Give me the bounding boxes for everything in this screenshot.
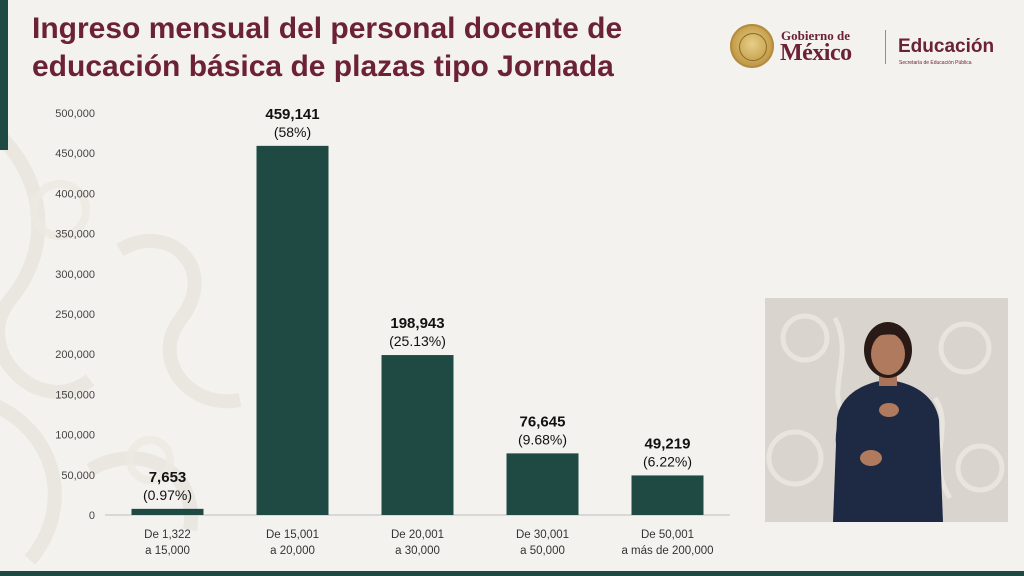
header-logos: Gobierno de México Educación Secretaría … [730, 24, 1020, 72]
bottom-accent-bar [0, 571, 1024, 576]
bar-percent-label: (25.13%) [389, 333, 446, 349]
y-tick-label: 50,000 [61, 470, 95, 482]
x-category-label: a 20,000 [270, 545, 315, 557]
x-category-label: De 20,001 [391, 529, 444, 541]
x-category-label: a 15,000 [145, 545, 190, 557]
y-tick-label: 100,000 [55, 430, 95, 442]
mexico-seal-icon [730, 24, 774, 68]
title-line-1: Ingreso mensual del personal docente de [32, 12, 623, 45]
bar [131, 508, 204, 515]
bar-value-label: 49,219 [645, 435, 691, 452]
y-tick-label: 500,000 [55, 108, 95, 120]
x-category-label: a más de 200,000 [621, 545, 713, 557]
y-tick-label: 200,000 [55, 349, 95, 361]
bar [631, 475, 704, 515]
logo-divider [885, 30, 886, 64]
mexico-label: México [780, 40, 852, 66]
title-line-2: educación básica de plazas tipo Jornada [32, 50, 614, 83]
x-category-label: De 15,001 [266, 529, 319, 541]
bar-percent-label: (6.22%) [643, 453, 692, 469]
y-tick-label: 250,000 [55, 309, 95, 321]
y-tick-label: 0 [89, 510, 95, 522]
bar-value-label: 459,141 [265, 106, 319, 123]
income-bar-chart: 0 50,000 100,000 150,000 200,000 250,000 300,0… [55, 106, 730, 557]
bar-percent-label: (0.97%) [143, 487, 192, 503]
bar-percent-label: (9.68%) [518, 431, 567, 447]
bar-percent-label: (58%) [274, 124, 311, 140]
page-title: Ingreso mensual del personal docente de … [32, 10, 712, 86]
interpreter-person [833, 322, 943, 522]
y-tick-label: 450,000 [55, 148, 95, 160]
gobierno-label: Gobierno de [781, 28, 850, 43]
y-tick-label: 400,000 [55, 188, 95, 200]
y-tick-label: 150,000 [55, 389, 95, 401]
bar [506, 453, 579, 515]
y-tick-label: 350,000 [55, 229, 95, 241]
x-category-label: De 1,322 [144, 529, 191, 541]
bar [381, 355, 454, 515]
x-category-label: De 30,001 [516, 529, 569, 541]
bar [256, 145, 329, 515]
bar-value-label: 7,653 [149, 469, 187, 486]
x-category-label: a 50,000 [520, 545, 565, 557]
x-category-label: a 30,000 [395, 545, 440, 557]
sep-sublabel: Secretaría de Educación Pública [899, 60, 972, 66]
bar-value-label: 76,645 [520, 413, 566, 430]
y-tick-label: 300,000 [55, 269, 95, 281]
sign-language-interpreter [765, 298, 1008, 522]
x-category-label: De 50,001 [641, 529, 694, 541]
left-accent-bar [0, 0, 8, 150]
educacion-label: Educación [898, 36, 995, 57]
bar-value-label: 198,943 [390, 315, 444, 332]
